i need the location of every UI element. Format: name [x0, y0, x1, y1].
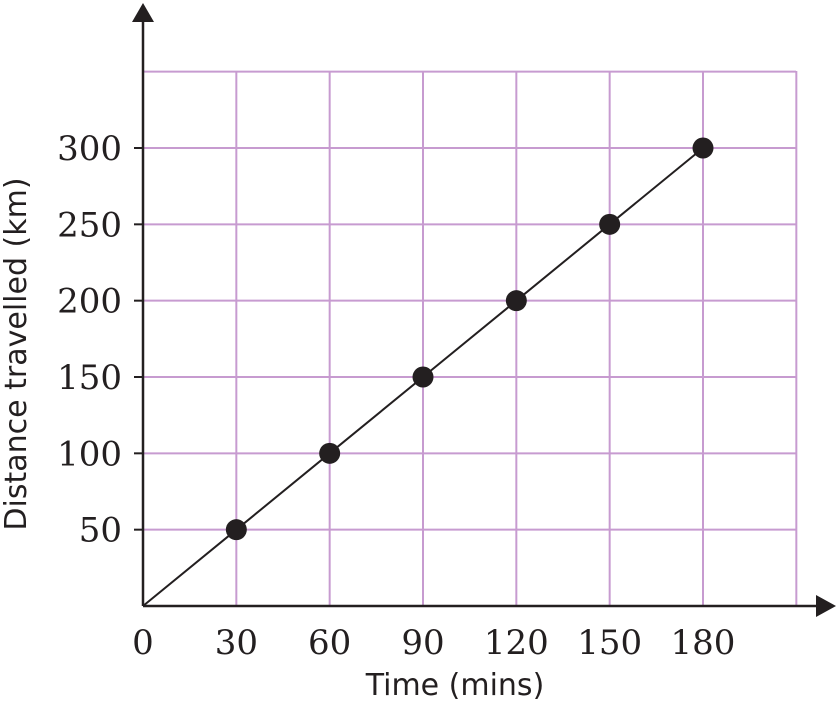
x-tick-label: 150: [577, 623, 642, 663]
y-tick-label: 100: [57, 434, 122, 474]
x-axis-title: Time (mins): [365, 668, 545, 701]
y-tick-label: 50: [79, 511, 122, 551]
x-axis-arrow-icon: [816, 595, 836, 617]
x-tick-label: 60: [308, 623, 351, 663]
x-tick-label: 30: [215, 623, 258, 663]
data-point: [692, 137, 714, 159]
data-point: [412, 366, 434, 388]
y-tick-label: 250: [57, 205, 122, 245]
grid: [143, 70, 798, 606]
axes: [132, 3, 836, 617]
y-tick-label: 300: [57, 129, 122, 169]
x-tick-label: 180: [671, 623, 736, 663]
data-point: [505, 290, 527, 312]
y-axis-title: Distance travelled (km): [0, 177, 34, 530]
x-tick-label: 0: [132, 623, 154, 663]
data-point: [225, 519, 247, 541]
data-points: [225, 137, 714, 541]
x-tick-label: 120: [484, 623, 549, 663]
y-tick-label: 150: [57, 358, 122, 398]
y-tick-label: 200: [57, 282, 122, 322]
y-axis-arrow-icon: [132, 3, 154, 22]
tick-labels: 0 30 60 90 120 150 180 50 100 150 200 250 300: [57, 129, 735, 663]
x-tick-label: 90: [401, 623, 444, 663]
data-point: [599, 213, 621, 235]
data-point: [319, 442, 341, 464]
